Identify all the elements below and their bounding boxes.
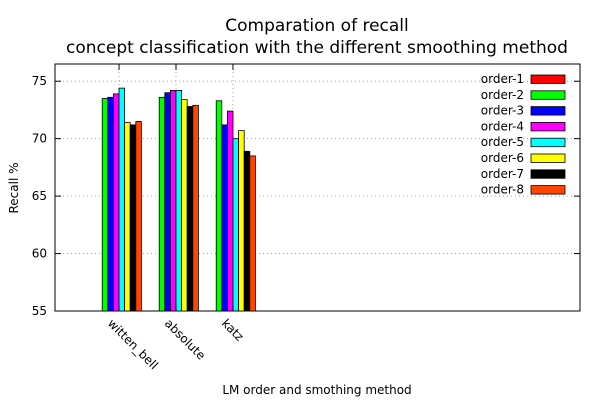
legend-swatch-order-5 xyxy=(530,137,566,148)
bar-order-4-katz xyxy=(226,110,234,312)
bar-order-5-witten_bell xyxy=(118,87,125,312)
x-tick-label-absolute: absolute xyxy=(162,316,208,362)
plot-frame xyxy=(54,63,581,312)
y-axis-ticks: 55 60 65 70 75 xyxy=(32,74,580,318)
chart-subtitle: concept classification with the differen… xyxy=(66,38,568,58)
x-tick-label-witten_bell: witten_bell xyxy=(105,316,161,372)
bar-order-7-witten_bell xyxy=(129,124,137,312)
legend-label-order-5: order-5 xyxy=(481,135,524,149)
legend-swatch-order-3 xyxy=(530,106,566,116)
bar-order-5-katz xyxy=(232,138,239,312)
bar-order-2-witten_bell xyxy=(101,98,109,312)
y-tick-label: 60 xyxy=(32,247,47,261)
bar-order-7-absolute xyxy=(186,106,194,312)
legend-label-order-3: order-3 xyxy=(481,104,524,118)
legend-label-order-1: order-1 xyxy=(481,72,524,86)
bar-order-6-witten_bell xyxy=(124,122,131,312)
y-tick-label: 70 xyxy=(32,132,47,146)
x-tick-label-katz: katz xyxy=(219,316,247,344)
chart-title: Comparation of recall xyxy=(225,16,409,36)
y-tick-label: 55 xyxy=(32,304,47,318)
legend-swatch-order-1 xyxy=(530,74,566,84)
bar-order-8-absolute xyxy=(192,104,199,312)
bar-order-5-absolute xyxy=(175,90,182,312)
bar-order-2-katz xyxy=(215,100,223,312)
y-tick-label: 75 xyxy=(32,74,47,88)
y-axis-label: Recall % xyxy=(7,162,21,213)
legend-label-order-6: order-6 xyxy=(481,151,524,165)
bar-order-6-katz xyxy=(238,130,245,312)
bar-order-4-witten_bell xyxy=(113,93,120,312)
legend-label-order-2: order-2 xyxy=(481,88,524,102)
legend-label-order-4: order-4 xyxy=(481,119,524,133)
legend-swatch-order-4 xyxy=(530,122,566,132)
legend-swatch-order-7 xyxy=(530,169,566,179)
bar-order-4-absolute xyxy=(169,90,177,312)
y-tick-label: 65 xyxy=(32,189,47,203)
legend-swatch-order-8 xyxy=(530,185,566,195)
bar-order-7-katz xyxy=(243,150,251,312)
bar-order-8-witten_bell xyxy=(135,121,142,312)
bar-order-3-absolute xyxy=(164,92,171,312)
x-axis-label: LM order and smothing method xyxy=(222,383,411,397)
bar-order-3-katz xyxy=(221,124,228,312)
bar-order-2-absolute xyxy=(158,96,166,312)
legend-swatch-order-2 xyxy=(530,90,566,100)
bar-order-8-katz xyxy=(249,155,256,312)
legend-swatch-order-6 xyxy=(530,153,566,163)
bar-order-6-absolute xyxy=(181,99,188,312)
bar-order-3-witten_bell xyxy=(107,96,114,312)
bars-layer xyxy=(101,87,256,312)
legend-label-order-8: order-8 xyxy=(481,183,524,197)
legend-label-order-7: order-7 xyxy=(481,167,524,181)
